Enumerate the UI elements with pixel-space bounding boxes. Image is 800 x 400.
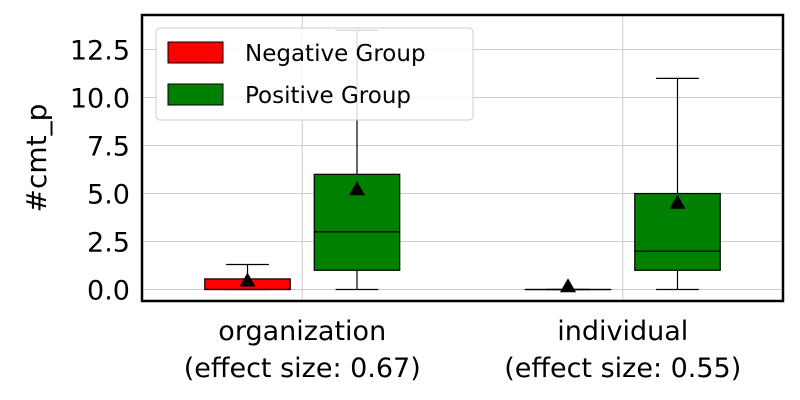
- y-tick-label: 5.0: [87, 180, 130, 211]
- mean-marker: [348, 181, 365, 196]
- y-tick-label: 10.0: [70, 84, 130, 115]
- legend: Negative Group Positive Group: [155, 27, 474, 121]
- plot-frame: [140, 13, 785, 303]
- x-tick-labels: organization (effect size: 0.67) individua…: [184, 316, 742, 384]
- legend-box: [155, 27, 474, 121]
- x-tick-label: individual: [557, 316, 688, 347]
- legend-swatch: [167, 83, 224, 106]
- y-tick-label: 12.5: [70, 36, 130, 67]
- x-tick-sublabel: (effect size: 0.55): [504, 353, 741, 384]
- legend-swatch: [167, 41, 224, 64]
- mean-marker: [560, 278, 577, 293]
- mean-marker: [239, 272, 256, 287]
- mean-marker: [669, 194, 686, 209]
- y-tick-labels: 0.0 2.5 5.0 7.5 10.0 12.5: [70, 36, 130, 307]
- legend-label: Negative Group: [245, 41, 426, 67]
- y-tick-label: 7.5: [87, 132, 130, 163]
- y-axis-label: #cmt_p: [20, 104, 53, 213]
- x-tick-sublabel: (effect size: 0.67): [184, 353, 421, 384]
- iqr-box: [634, 192, 721, 271]
- x-tick-label: organization: [218, 316, 386, 347]
- legend-label: Positive Group: [245, 83, 411, 109]
- y-tick-label: 2.5: [87, 227, 130, 258]
- y-tick-label: 0.0: [87, 275, 130, 306]
